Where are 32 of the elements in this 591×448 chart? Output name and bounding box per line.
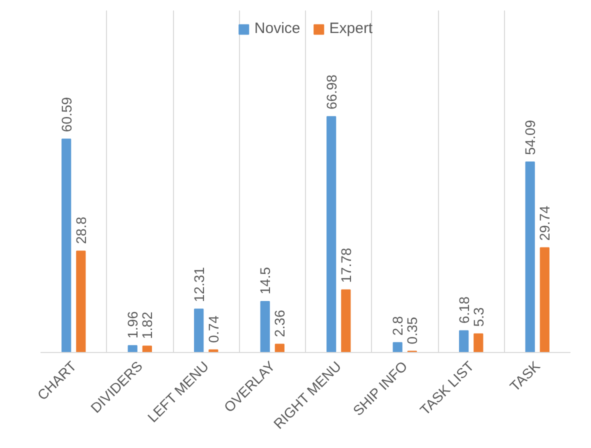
bar xyxy=(274,344,284,352)
data-label: 2.36 xyxy=(272,310,288,338)
bar xyxy=(540,247,550,352)
bar xyxy=(474,333,484,352)
bar xyxy=(260,300,270,352)
bar xyxy=(392,342,402,352)
data-label: 0.74 xyxy=(205,315,222,343)
data-label: 0.35 xyxy=(404,316,420,344)
bar xyxy=(326,116,336,352)
data-label: 5.3 xyxy=(470,307,486,327)
data-label: 14.5 xyxy=(257,266,274,294)
legend-label: Expert xyxy=(329,20,373,37)
legend-label: Novice xyxy=(254,20,300,37)
data-label: 60.59 xyxy=(58,96,74,132)
data-label: 17.78 xyxy=(338,248,354,283)
bar xyxy=(341,289,351,352)
bar xyxy=(194,308,204,352)
data-label: 6.18 xyxy=(456,296,472,324)
data-label: 1.82 xyxy=(139,312,156,340)
data-label: 28.8 xyxy=(72,216,89,244)
bar xyxy=(459,330,469,352)
data-label: 12.31 xyxy=(190,266,207,302)
bar xyxy=(525,162,535,352)
bar xyxy=(76,250,86,352)
data-label: 66.98 xyxy=(323,74,340,110)
data-label: 54.09 xyxy=(522,120,538,155)
bar xyxy=(128,345,138,352)
bar xyxy=(62,138,72,352)
data-label: 2.8 xyxy=(390,316,406,336)
data-label: 1.96 xyxy=(124,311,141,339)
bar xyxy=(142,346,152,352)
data-label: 29.74 xyxy=(536,205,553,241)
